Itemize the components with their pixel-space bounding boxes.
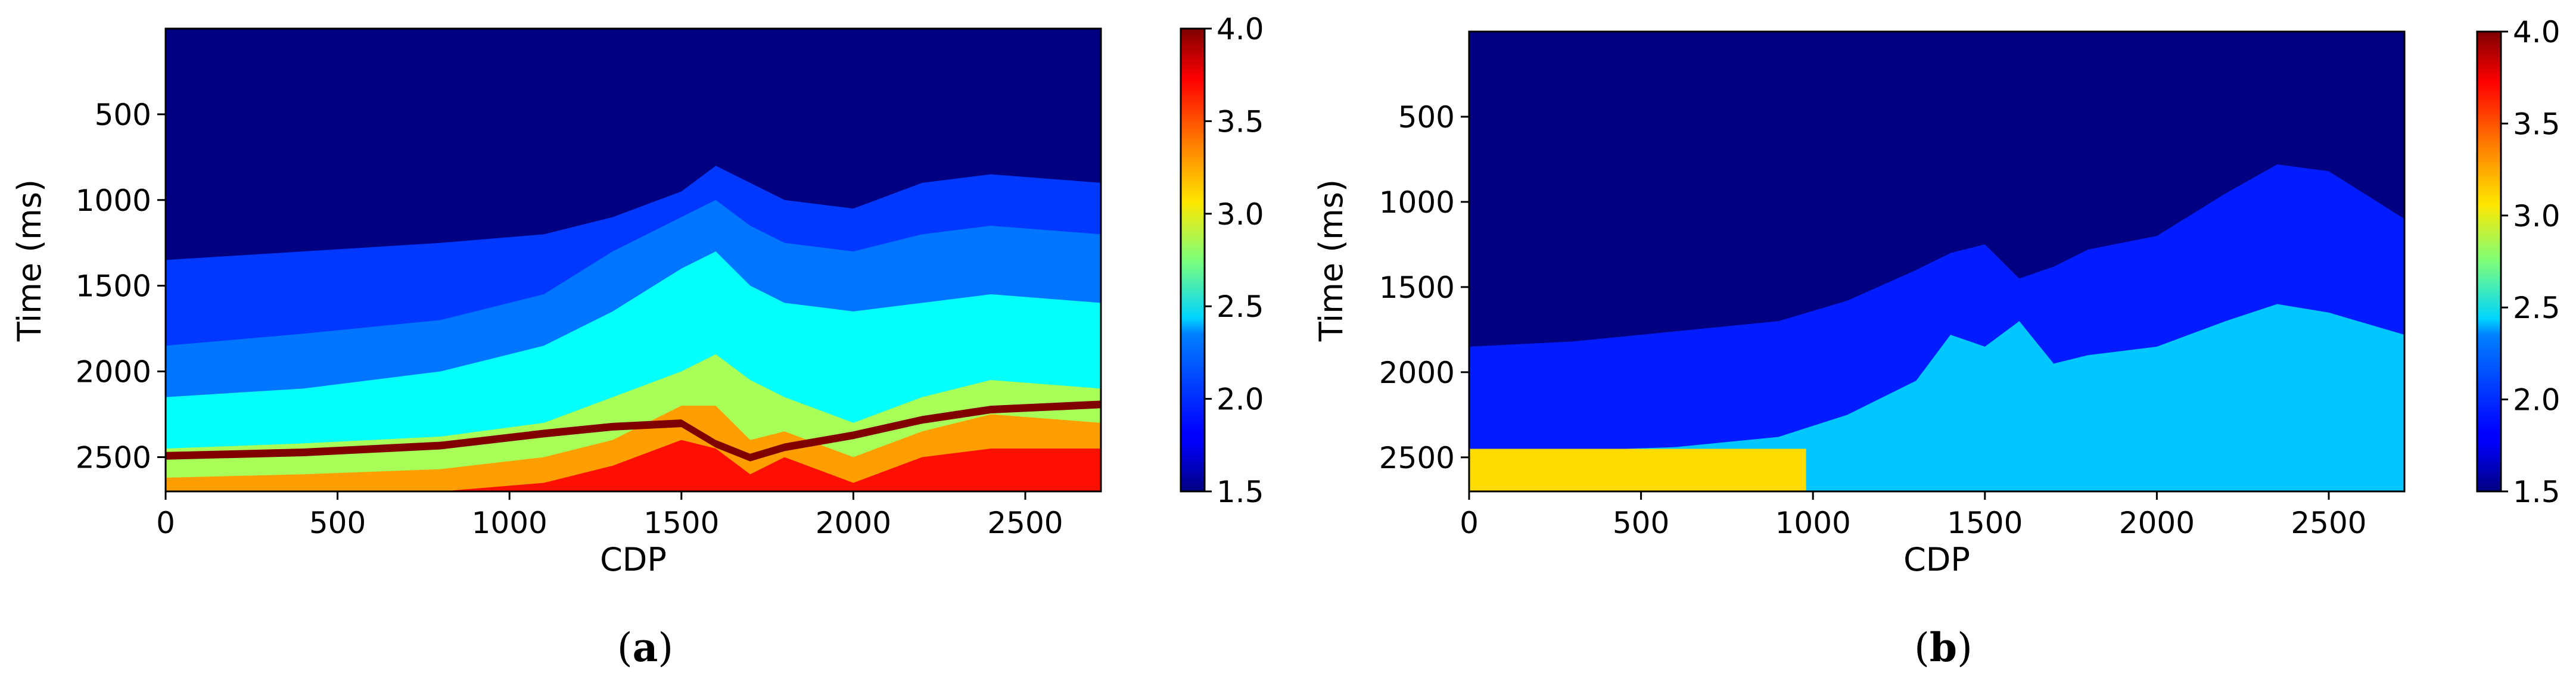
colorbar-ticks: 1.5 2.0 2.5 3.0 3.5 4.0 bbox=[2501, 15, 2561, 509]
x-tick-label: 500 bbox=[1613, 506, 1669, 540]
velocity-layer-5 bbox=[166, 406, 1101, 491]
x-tick-label: 1000 bbox=[472, 506, 547, 540]
y-axis-label: Time (ms) bbox=[11, 179, 48, 342]
y-tick-label: 1000 bbox=[76, 183, 151, 218]
colorbar-tick-label: 4.0 bbox=[2513, 15, 2561, 49]
colorbar-ticks: 1.5 2.0 2.5 3.0 3.5 4.0 bbox=[1205, 12, 1264, 509]
colorbar bbox=[1180, 27, 1206, 493]
x-axis-label: CDP bbox=[1903, 541, 1970, 578]
colorbar-tick-label: 3.0 bbox=[2513, 199, 2561, 233]
x-tick-label: 500 bbox=[309, 506, 366, 540]
x-tick-label: 2000 bbox=[816, 506, 891, 540]
colorbar-tick-label: 3.0 bbox=[1217, 197, 1264, 232]
panel-b: 0 500 1000 1500 2000 25005001000150020002500 … bbox=[1312, 15, 2561, 671]
velocity-layer-3 bbox=[1469, 491, 2404, 500]
x-tick-label: 1500 bbox=[643, 506, 719, 540]
panel-a: 0 500 1000 1500 2000 25005001000150020002500 … bbox=[11, 12, 1264, 671]
colorbar-tick-label: 2.0 bbox=[1217, 382, 1264, 417]
velocity-layer-2 bbox=[1469, 304, 2404, 491]
y-tick-label: 500 bbox=[1398, 100, 1455, 135]
plot-frame bbox=[164, 27, 1102, 493]
y-axis-label: Time (ms) bbox=[1312, 179, 1350, 342]
x-tick-label: 0 bbox=[156, 506, 175, 540]
colorbar-tick-label: 2.5 bbox=[1217, 289, 1264, 324]
y-tick-label: 1500 bbox=[1379, 270, 1455, 305]
axis-ticks: 0 500 1000 1500 2000 2500 500 1000 1500 2000 2500 bbox=[1379, 100, 2367, 540]
y-tick-label: 2500 bbox=[1379, 441, 1455, 475]
colorbar-tick-label: 2.5 bbox=[2513, 291, 2561, 325]
colorbar-tick-label: 1.5 bbox=[2513, 475, 2561, 509]
colorbar-tick-label: 2.0 bbox=[2513, 383, 2561, 418]
x-axis-label: CDP bbox=[600, 541, 667, 578]
seismic-velocity-heatmap bbox=[166, 29, 1101, 491]
x-tick-label: 2000 bbox=[2119, 506, 2195, 540]
x-tick-label: 1000 bbox=[1775, 506, 1851, 540]
seismic-velocity-heatmap bbox=[1469, 32, 2404, 500]
colorbar bbox=[2476, 30, 2502, 493]
velocity-zone-0 bbox=[1469, 449, 1806, 491]
y-tick-label: 2000 bbox=[1379, 356, 1455, 390]
x-tick-label: 1500 bbox=[1947, 506, 2023, 540]
y-tick-label: 1000 bbox=[1379, 185, 1455, 220]
y-tick-label: 2500 bbox=[76, 440, 151, 475]
axis-ticks: 0 500 1000 1500 2000 2500 500 1000 1500 2000 2500 bbox=[76, 98, 1063, 540]
x-tick-label: 0 bbox=[1460, 506, 1479, 540]
panel-caption: (a) bbox=[617, 624, 673, 671]
colorbar-tick-label: 3.5 bbox=[1217, 104, 1264, 139]
velocity-layer-6 bbox=[166, 440, 1101, 491]
x-tick-label: 2500 bbox=[987, 506, 1063, 540]
colorbar-tick-label: 1.5 bbox=[1217, 475, 1264, 509]
x-tick-label: 2500 bbox=[2291, 506, 2366, 540]
colorbar-tick-label: 4.0 bbox=[1217, 12, 1264, 46]
y-tick-label: 2000 bbox=[76, 355, 151, 390]
y-tick-label: 500 bbox=[95, 98, 151, 132]
panel-caption: (b) bbox=[1914, 624, 1973, 671]
colorbar-tick-label: 3.5 bbox=[2513, 107, 2561, 141]
accent-layer-0 bbox=[166, 400, 1101, 462]
y-tick-label: 1500 bbox=[76, 269, 151, 304]
plot-frame bbox=[1468, 30, 2406, 493]
